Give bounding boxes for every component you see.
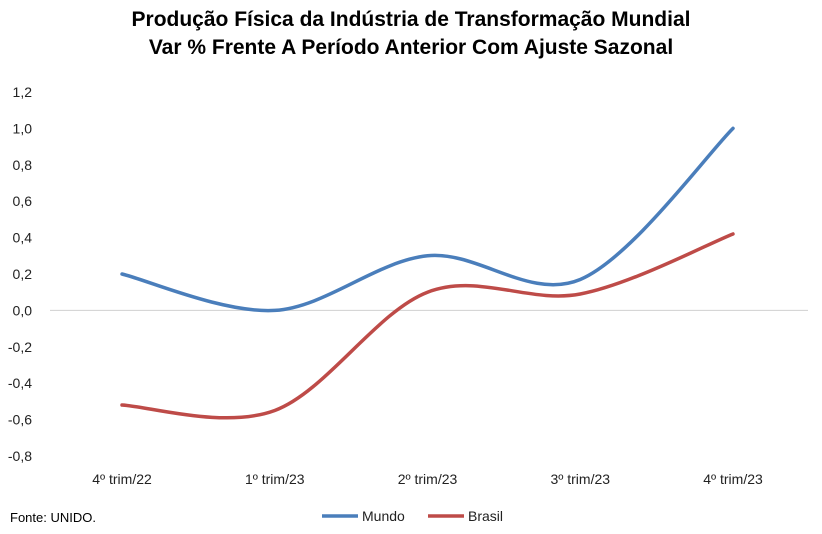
x-tick-label: 2º trim/23 — [398, 471, 458, 487]
chart-subtitle: Var % Frente A Período Anterior Com Ajus… — [148, 36, 674, 59]
y-tick-label: -0,4 — [8, 375, 32, 391]
y-tick-label: -0,8 — [8, 448, 32, 464]
y-tick-label: -0,6 — [8, 412, 32, 428]
x-tick-label: 4º trim/22 — [92, 471, 152, 487]
chart-title: Produção Física da Indústria de Transfor… — [131, 8, 691, 31]
y-tick-label: 1,0 — [13, 120, 33, 136]
series-line-brasil — [120, 232, 735, 420]
y-tick-label: 0,6 — [13, 193, 33, 209]
legend-label-mundo: Mundo — [362, 508, 405, 524]
legend-label-brasil: Brasil — [468, 508, 503, 524]
series-line-mundo — [120, 126, 735, 313]
x-tick-label: 1º trim/23 — [245, 471, 305, 487]
y-tick-label: 0,2 — [13, 266, 33, 282]
x-tick-label: 4º trim/23 — [703, 471, 763, 487]
y-tick-label: 1,2 — [13, 84, 33, 100]
chart-title-block: Produção Física da Indústria de Transfor… — [0, 6, 822, 62]
y-tick-label: 0,8 — [13, 157, 33, 173]
y-tick-label: -0,2 — [8, 339, 32, 355]
source-note: Fonte: UNIDO. — [10, 510, 96, 525]
y-tick-label: 0,0 — [13, 302, 33, 318]
y-tick-label: 0,4 — [13, 230, 33, 246]
x-tick-label: 3º trim/23 — [550, 471, 610, 487]
